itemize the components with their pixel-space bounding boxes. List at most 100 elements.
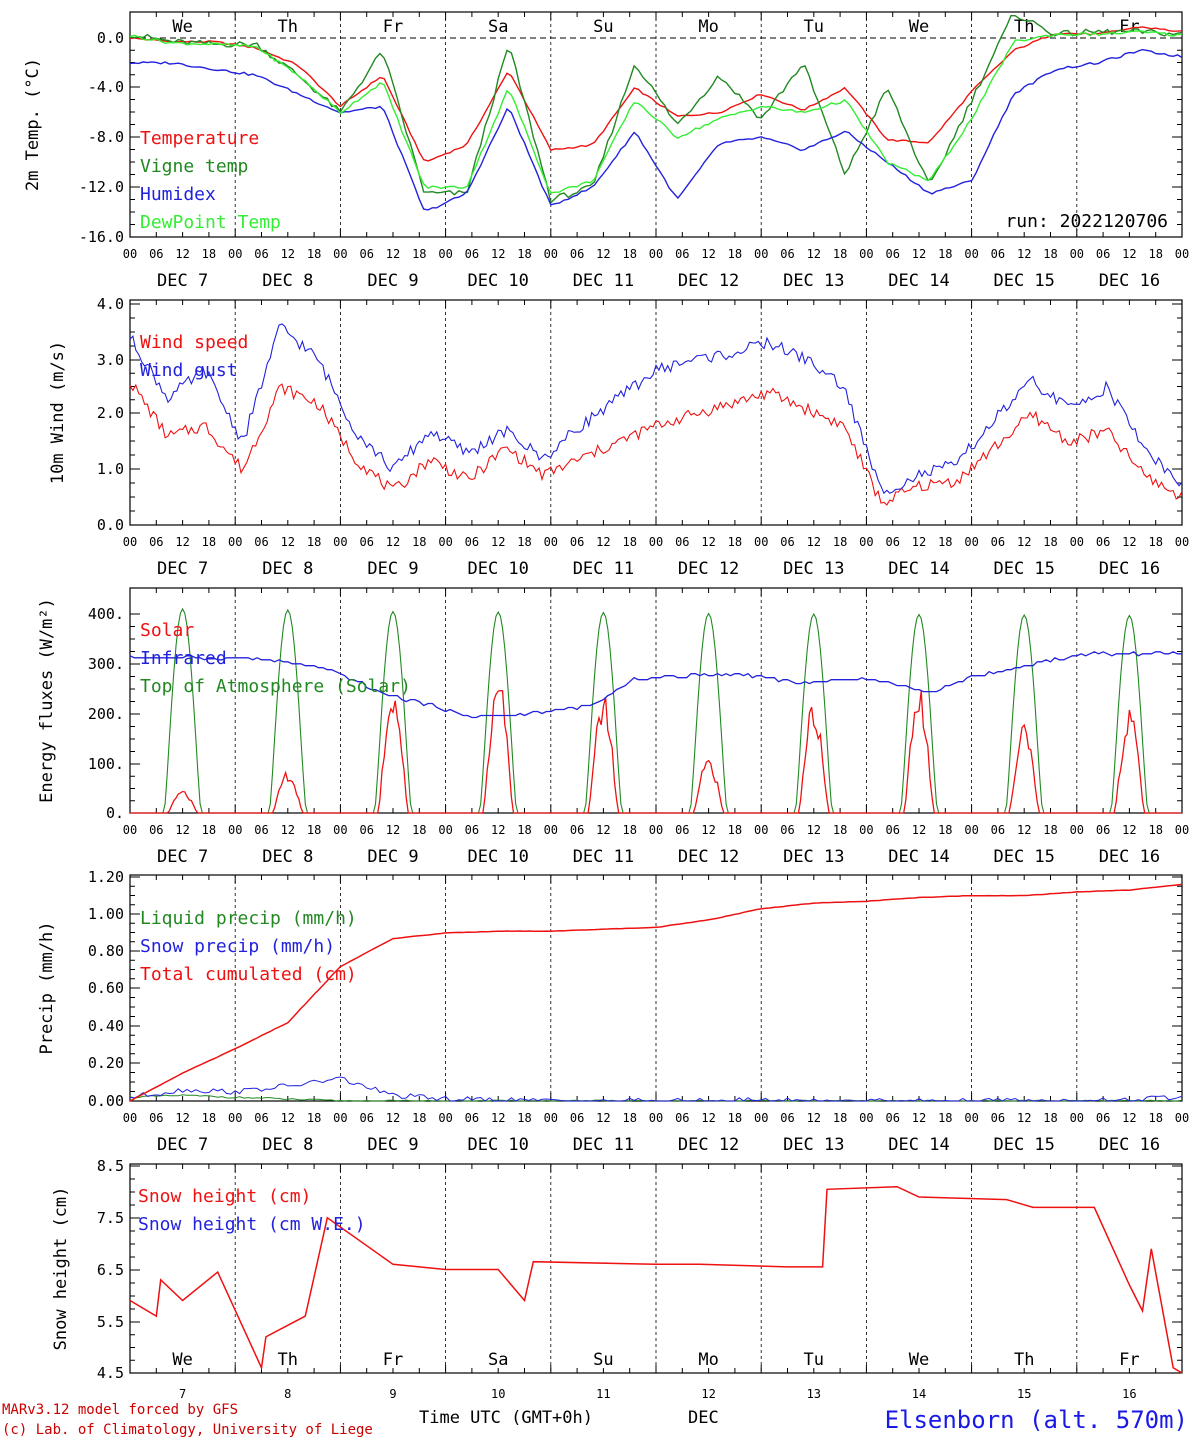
hour-label: 12 (701, 535, 715, 549)
date-label: DEC 9 (367, 1135, 418, 1155)
series-line (129, 1076, 1183, 1102)
hour-label: 00 (123, 823, 137, 837)
hour-label: 00 (1070, 247, 1084, 261)
hour-label: 12 (912, 535, 926, 549)
date-label: DEC 13 (783, 1135, 844, 1155)
hour-label: 12 (281, 535, 295, 549)
hour-label: 18 (1043, 247, 1057, 261)
y-tick-label: 1.0 (97, 460, 124, 478)
hour-label: 12 (912, 1111, 926, 1125)
x-axis-label: Time UTC (GMT+0h) (419, 1408, 593, 1428)
date-label: DEC 13 (783, 847, 844, 867)
date-label: DEC 12 (678, 271, 739, 291)
panel-4: 1.20 1.00 0.80 0.60 0.40 0.20 0.00 Precip (mm/h… (37, 868, 1189, 1155)
day-number-label: 10 (491, 1387, 505, 1401)
date-label: DEC 11 (573, 847, 634, 867)
weekday-label: Fr (1119, 1350, 1139, 1370)
hour-label: 06 (780, 823, 794, 837)
hour-label: 06 (991, 247, 1005, 261)
hour-label: 00 (544, 823, 558, 837)
hour-label: 18 (412, 247, 426, 261)
hour-label: 18 (202, 823, 216, 837)
hour-label: 18 (938, 1111, 952, 1125)
series-line (129, 383, 1183, 506)
date-label: DEC 13 (783, 559, 844, 579)
hour-label: 18 (622, 1111, 636, 1125)
hour-label: 18 (938, 247, 952, 261)
hour-label: 00 (649, 1111, 663, 1125)
hour-label: 18 (307, 823, 321, 837)
hour-label: 18 (307, 1111, 321, 1125)
weekday-label: Sa (488, 17, 508, 37)
panel-3: 400. 300. 200. 100. 0. Energy fluxes (W/m²) 00… (37, 587, 1189, 867)
model-credit: MARv3.12 model forced by GFS (2, 1402, 238, 1418)
hour-label: 12 (701, 823, 715, 837)
series-line (130, 689, 1182, 814)
date-label: DEC 16 (1099, 1135, 1160, 1155)
y-tick-label: 100. (88, 755, 124, 773)
hour-label: 00 (964, 535, 978, 549)
hour-label: 06 (991, 535, 1005, 549)
hour-label: 12 (1122, 247, 1136, 261)
y-tick-label: 8.5 (97, 1157, 124, 1175)
date-label: DEC 13 (783, 271, 844, 291)
hour-label: 00 (228, 823, 242, 837)
hour-label: 12 (596, 823, 610, 837)
day-number-label: 8 (284, 1387, 291, 1401)
hour-label: 06 (465, 535, 479, 549)
y-tick-label: 0.0 (97, 29, 124, 47)
hour-label: 00 (123, 247, 137, 261)
legend-entry: Wind speed (140, 332, 248, 353)
date-label: DEC 15 (993, 559, 1054, 579)
date-label: DEC 9 (367, 271, 418, 291)
hour-label: 18 (202, 1111, 216, 1125)
hour-label: 18 (833, 823, 847, 837)
hour-label: 12 (175, 823, 189, 837)
hour-label: 12 (807, 247, 821, 261)
hour-label: 12 (596, 1111, 610, 1125)
hour-label: 18 (412, 823, 426, 837)
date-label: DEC 10 (467, 1135, 528, 1155)
y-tick-label: 0.0 (97, 516, 124, 534)
date-label: DEC 7 (157, 559, 208, 579)
hour-label: 18 (1043, 535, 1057, 549)
y-tick-label: 0.40 (88, 1017, 124, 1035)
hour-label: 06 (885, 535, 899, 549)
hour-label: 06 (570, 247, 584, 261)
weekday-label: We (172, 1350, 192, 1370)
y-tick-label: 0. (106, 804, 124, 822)
date-label: DEC 14 (888, 1135, 949, 1155)
hour-label: 00 (438, 823, 452, 837)
y-tick-label: 0.60 (88, 979, 124, 997)
hour-label: 12 (1017, 823, 1031, 837)
date-label: DEC 11 (573, 559, 634, 579)
hour-label: 12 (807, 823, 821, 837)
panel-1: 0.0 -4.0 -8.0 -12.0 -16.0 2m Temp. (°C) 00 06 12… (23, 11, 1189, 291)
hour-label: 06 (149, 247, 163, 261)
y-tick-label: -16.0 (79, 228, 124, 246)
legend-entry: Vigne temp (140, 156, 248, 177)
hour-label: 18 (412, 1111, 426, 1125)
hour-label: 18 (833, 247, 847, 261)
hour-label: 00 (964, 1111, 978, 1125)
hour-label: 00 (859, 1111, 873, 1125)
hour-label: 18 (1148, 823, 1162, 837)
series-line (129, 651, 1182, 719)
y-tick-label: 1.00 (88, 905, 124, 923)
series-line (129, 323, 1183, 495)
hour-label: 06 (675, 823, 689, 837)
hour-label: 18 (622, 535, 636, 549)
hour-label: 06 (254, 823, 268, 837)
y-axis-label: 10m Wind (m/s) (48, 341, 68, 484)
y-tick-label: 1.20 (88, 868, 124, 886)
date-label: DEC 10 (467, 559, 528, 579)
hour-label: 00 (228, 247, 242, 261)
x-axis-month: DEC (688, 1408, 719, 1428)
date-label: DEC 12 (678, 559, 739, 579)
hour-label: 18 (412, 535, 426, 549)
hour-label: 06 (254, 535, 268, 549)
hour-label: 00 (859, 535, 873, 549)
hour-label: 06 (1096, 247, 1110, 261)
weekday-label: Th (278, 17, 298, 37)
hour-label: 00 (964, 823, 978, 837)
